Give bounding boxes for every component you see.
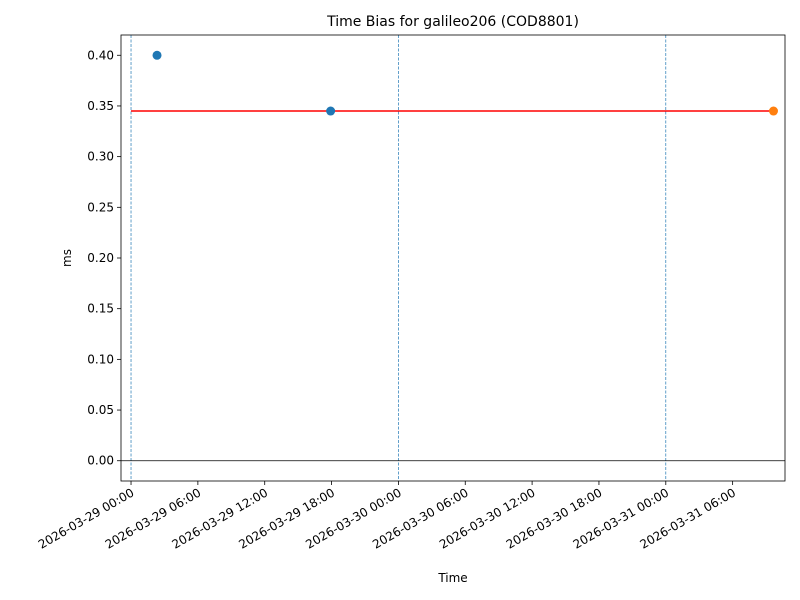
y-tick-label: 0.15 [87,302,114,316]
y-tick-label: 0.35 [87,99,114,113]
point [326,106,336,116]
x-axis-label: Time [437,571,467,585]
y-tick-label: 0.30 [87,150,114,164]
plot-frame [120,34,786,482]
chart-title: Time Bias for galileo206 (COD8801) [326,14,579,30]
point [152,50,162,60]
y-axis-label: ms [60,249,74,267]
y-tick-label: 0.10 [87,352,114,366]
y-tick-label: 0.40 [87,48,114,62]
y-tick-label: 0.00 [87,454,114,468]
point [768,106,778,116]
y-tick-label: 0.05 [87,403,114,417]
y-tick-label: 0.20 [87,251,114,265]
y-tick-label: 0.25 [87,200,114,214]
